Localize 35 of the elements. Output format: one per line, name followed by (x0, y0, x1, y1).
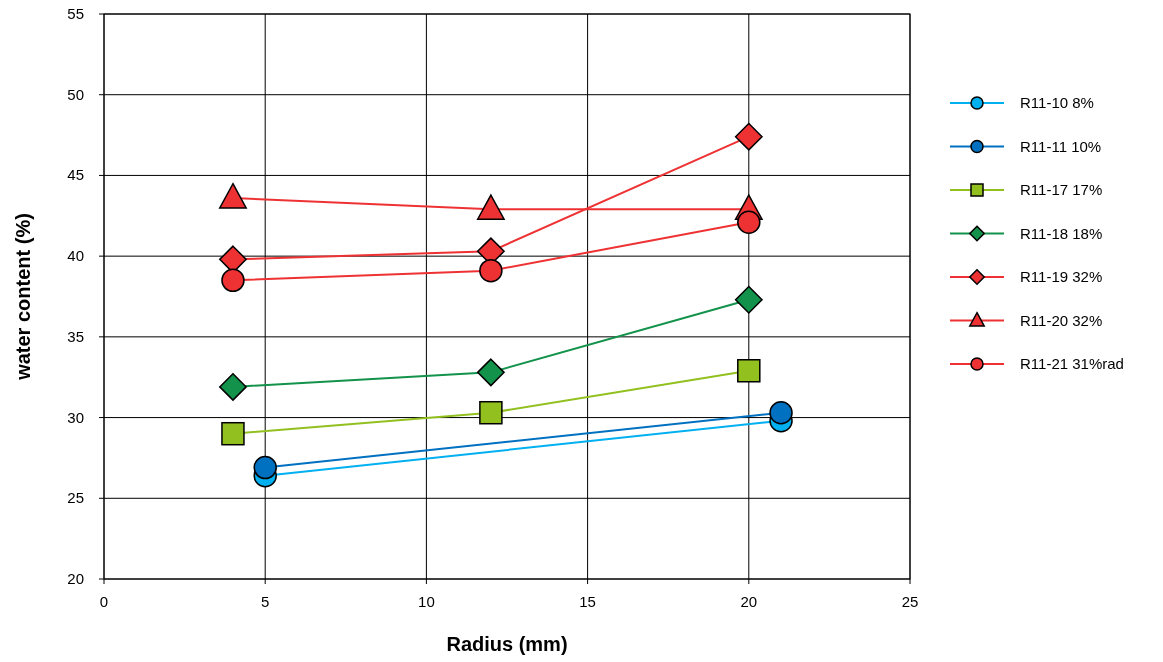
point (734, 285, 763, 314)
y-tick-label: 40 (67, 247, 84, 265)
point (476, 358, 505, 387)
x-tick-label: 20 (740, 593, 758, 610)
point (219, 372, 247, 401)
legend-label: R11-19 32% (1020, 268, 1103, 285)
y-tick-label: 30 (67, 408, 84, 426)
point (769, 400, 793, 425)
y-tick-label: 45 (67, 166, 84, 184)
x-tick-label: 0 (99, 593, 109, 610)
point (221, 268, 245, 293)
point (479, 258, 503, 283)
point (734, 122, 763, 151)
point (737, 210, 761, 234)
y-tick-label: 25 (67, 489, 84, 507)
point (479, 400, 503, 425)
x-tick-label: 10 (418, 593, 435, 610)
legend-label: R11-21 31%rad (1020, 355, 1124, 372)
y-tick-label: 20 (67, 570, 84, 587)
x-axis-title: Radius (mm) (446, 633, 568, 655)
legend-label: R11-17 17% (1020, 181, 1103, 198)
x-tick-label: 15 (579, 593, 596, 610)
point (253, 455, 277, 480)
point (737, 359, 761, 383)
point (221, 421, 245, 446)
y-tick-label: 50 (67, 85, 84, 103)
y-tick-label: 55 (67, 5, 84, 22)
legend-label: R11-10 8% (1020, 94, 1094, 111)
legend-label: R11-11 10% (1020, 137, 1102, 155)
legend-label: R11-18 18% (1020, 224, 1103, 242)
legend-label: R11-20 32% (1020, 311, 1103, 329)
y-tick-label: 35 (67, 327, 84, 345)
x-tick-label: 25 (901, 593, 919, 610)
x-tick-label: 5 (261, 593, 270, 610)
y-axis-title: water content (%) (12, 213, 34, 381)
